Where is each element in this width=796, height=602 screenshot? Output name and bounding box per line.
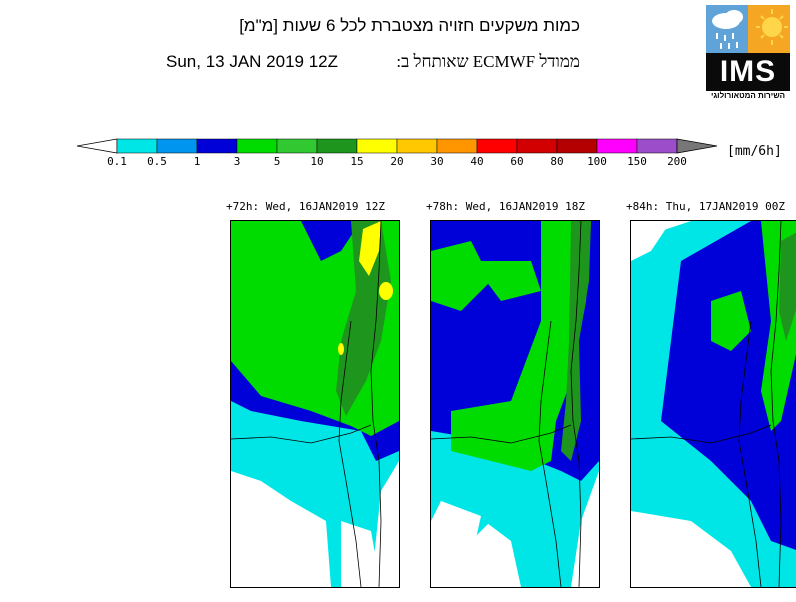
- colorbar-tick-label: 10: [310, 155, 323, 168]
- colorbar-segment: [636, 138, 678, 154]
- precip-map-84h: [630, 220, 796, 588]
- init-date: Sun, 13 JAN 2019 12Z: [166, 52, 339, 71]
- colorbar-tick-label: 80: [550, 155, 563, 168]
- ims-tagline: השירות המטאורולוגי: [710, 91, 786, 100]
- colorbar-segment: [596, 138, 638, 154]
- colorbar-over-triangle: [676, 138, 718, 154]
- colorbar-segment: [396, 138, 438, 154]
- colorbar-tick-label: 200: [667, 155, 687, 168]
- colorbar-tick-label: 1: [194, 155, 201, 168]
- colorbar-tick-label: 3: [234, 155, 241, 168]
- weather-logo-icon: [706, 5, 790, 53]
- colorbar-under-triangle: [76, 138, 118, 154]
- colorbar-tick-label: 15: [350, 155, 363, 168]
- colorbar-tick-label: 60: [510, 155, 523, 168]
- colorbar-segment: [516, 138, 558, 154]
- colorbar-tick-label: 150: [627, 155, 647, 168]
- colorbar-tick-label: 40: [470, 155, 483, 168]
- precip-map-72h: [230, 220, 400, 588]
- colorbar-tick-label: 30: [430, 155, 443, 168]
- colorbar-unit-label: [mm/6h]: [727, 144, 782, 159]
- title-line-1: כמות משקעים חזויה מצטברת לכל 6 שעות [מ"מ…: [239, 16, 580, 35]
- ims-wordmark: IMS: [706, 53, 790, 91]
- forecast-panel-84h: +84h: Thu, 17JAN2019 00Z: [626, 200, 796, 592]
- model-label: ממודל ECMWF שאותחל ב:: [396, 52, 580, 71]
- precip-colorbar: 0.1 0.5 1 3 5 10 15 20 30 40 60 80 100 150 200 [mm/6h]: [76, 138, 782, 168]
- colorbar-tick-label: 5: [274, 155, 281, 168]
- colorbar-segment: [236, 138, 278, 154]
- colorbar-tick-label: 0.5: [147, 155, 167, 168]
- colorbar-tick-label: 100: [587, 155, 607, 168]
- panel-title: +78h: Wed, 16JAN2019 18Z: [426, 200, 585, 213]
- colorbar-segment: [356, 138, 398, 154]
- colorbar-segment: [156, 138, 198, 154]
- forecast-panel-78h: +78h: Wed, 16JAN2019 18Z: [426, 200, 600, 592]
- colorbar-tick-label: 20: [390, 155, 403, 168]
- colorbar-segment: [556, 138, 598, 154]
- precip-map-78h: [430, 220, 600, 588]
- colorbar-segment: [316, 138, 358, 154]
- ims-logo: IMS השירות המטאורולוגי: [706, 5, 790, 105]
- colorbar-segment: [436, 138, 478, 154]
- panel-title: +72h: Wed, 16JAN2019 12Z: [226, 200, 385, 213]
- colorbar-segment: [116, 138, 158, 154]
- colorbar-segment: [476, 138, 518, 154]
- colorbar-tick-label: 0.1: [107, 155, 127, 168]
- panel-title: +84h: Thu, 17JAN2019 00Z: [626, 200, 785, 213]
- colorbar-segment: [196, 138, 238, 154]
- forecast-panel-72h: +72h: Wed, 16JAN2019 12Z: [226, 200, 400, 592]
- colorbar-segment: [276, 138, 318, 154]
